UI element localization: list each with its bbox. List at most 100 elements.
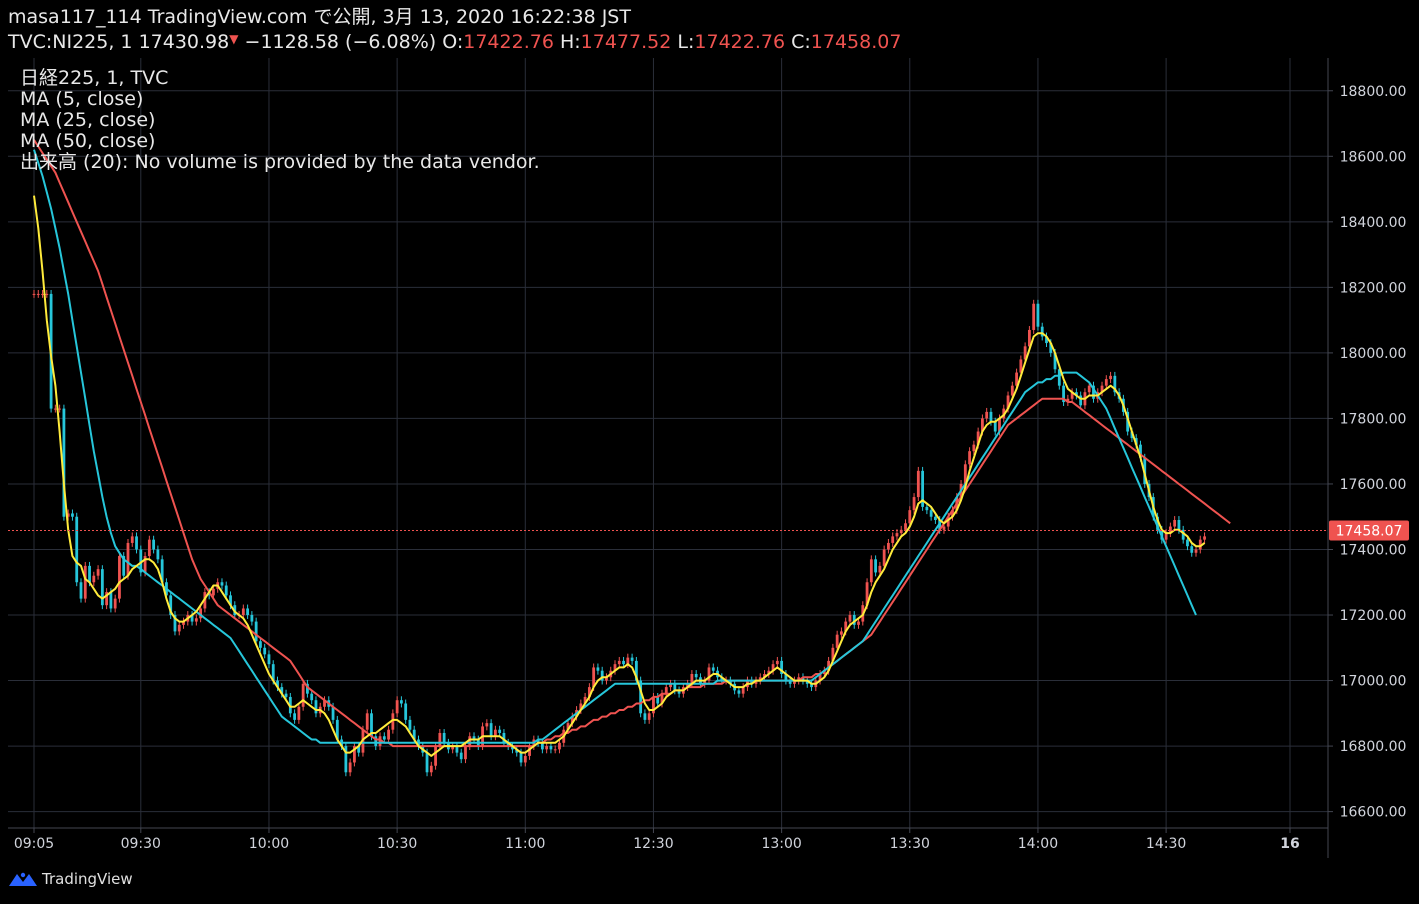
candle-body xyxy=(408,719,412,730)
time-axis[interactable]: 09:05 09:30 10:00 10:30 11:00 12:30 13:00 13:30… xyxy=(14,828,1300,852)
candle-body xyxy=(664,687,668,694)
candle-body xyxy=(280,687,284,694)
price-tick-label: 18000.00 xyxy=(1340,346,1407,362)
candle-body xyxy=(951,510,954,517)
candle-body xyxy=(434,746,437,766)
candle-body xyxy=(797,677,801,681)
candle-body xyxy=(246,608,250,616)
candle-body xyxy=(71,513,74,517)
candle-body xyxy=(788,680,792,684)
candle-body xyxy=(1156,516,1159,530)
candle-body xyxy=(173,615,177,632)
candle-body xyxy=(891,536,895,543)
candle-body xyxy=(472,736,476,740)
candle-body xyxy=(1062,385,1065,403)
candle-body xyxy=(523,755,527,763)
candle-body xyxy=(464,746,467,760)
price-tick-label: 18600.00 xyxy=(1340,149,1407,165)
price-tick-label: 16600.00 xyxy=(1340,805,1407,821)
legend-main-series[interactable]: 日経225, 1, TVC xyxy=(20,67,169,89)
candle-body xyxy=(122,556,126,576)
candle-body xyxy=(32,293,36,295)
candle-body xyxy=(895,533,899,537)
legend-ma5[interactable]: MA (5, close) xyxy=(20,88,144,110)
brand-name: TradingView xyxy=(42,870,133,888)
candle-body xyxy=(41,293,44,295)
price-axis[interactable]: 16600.00 16800.00 17000.00 17200.00 17400.00… xyxy=(1328,84,1406,821)
candle-body xyxy=(1168,526,1172,534)
open-label: O: xyxy=(442,31,464,53)
tradingview-branding[interactable]: TradingView xyxy=(8,870,133,888)
legend-ma50[interactable]: MA (50, close) xyxy=(20,130,156,152)
candle-body xyxy=(827,660,831,671)
candle-body xyxy=(301,683,305,707)
candle-body xyxy=(382,736,386,740)
candle-body xyxy=(1019,359,1023,373)
symbol-name[interactable]: TVC:NI225, 1 xyxy=(8,31,133,53)
candle-body xyxy=(921,470,924,507)
tradingview-logo-icon xyxy=(9,872,37,886)
candle-body xyxy=(88,565,91,583)
candle-body xyxy=(395,700,399,714)
symbol-ohlc-line: TVC:NI225, 1 17430.98▼ −1128.58 (−6.08%)… xyxy=(8,28,901,53)
candle-body xyxy=(220,582,224,586)
candle-body xyxy=(147,539,151,557)
legend-volume[interactable]: 出来高 (20): No volume is provided by the d… xyxy=(20,151,540,173)
candle-body xyxy=(519,752,523,763)
last-price-badge-label: 17458.07 xyxy=(1336,523,1403,539)
candle-body xyxy=(1130,431,1134,439)
candle-body xyxy=(118,556,121,599)
candle-body xyxy=(852,615,856,625)
candle-body xyxy=(1173,520,1177,527)
candle-body xyxy=(53,408,57,410)
candle-body xyxy=(1134,438,1138,445)
candle-body xyxy=(182,621,185,625)
candle-body xyxy=(647,713,651,720)
candle-body xyxy=(297,706,301,720)
candle-body xyxy=(592,667,596,688)
candle-body xyxy=(412,729,416,740)
candle-body xyxy=(105,592,109,606)
candle-body xyxy=(1053,352,1057,370)
candle-body xyxy=(143,556,147,573)
price-tick-label: 18800.00 xyxy=(1340,84,1407,100)
indicator-legend: 日経225, 1, TVC MA (5, close) MA (25, clos… xyxy=(20,68,540,173)
candle-body xyxy=(626,657,630,665)
candle-body xyxy=(972,444,976,452)
candle-body xyxy=(224,585,228,596)
candle-body xyxy=(1139,444,1142,458)
candle-body xyxy=(1032,303,1036,330)
candle-body xyxy=(874,559,878,573)
legend-ma25[interactable]: MA (25, close) xyxy=(20,109,156,131)
price-change: −1128.58 (−6.08%) xyxy=(244,31,437,53)
candle-body xyxy=(904,523,907,530)
publisher-line: masa117_114 TradingView.com で公開, 3月 13, … xyxy=(8,6,631,28)
candle-body xyxy=(639,680,643,714)
candle-body xyxy=(822,670,826,674)
candle-body xyxy=(259,641,262,648)
candle-body xyxy=(75,516,79,583)
candle-body xyxy=(553,749,557,751)
candle-body xyxy=(1079,395,1083,406)
candle-body xyxy=(968,451,971,465)
candle-body xyxy=(45,293,49,295)
price-tick-label: 17800.00 xyxy=(1340,411,1407,427)
chart-header: masa117_114 TradingView.com で公開, 3月 13, … xyxy=(8,6,901,53)
candle-body xyxy=(36,293,40,295)
candle-body xyxy=(694,674,698,678)
candle-body xyxy=(617,660,621,665)
candle-body xyxy=(976,431,980,445)
close-value: 17458.07 xyxy=(810,31,902,53)
candle-body xyxy=(194,618,198,622)
candle-body xyxy=(459,752,463,760)
candle-body xyxy=(869,559,873,583)
candle-body xyxy=(1036,303,1040,327)
candle-body xyxy=(1104,379,1108,386)
candle-body xyxy=(152,539,156,550)
price-tick-label: 17400.00 xyxy=(1340,542,1407,558)
last-price-badge xyxy=(1329,520,1409,541)
candle-body xyxy=(1164,533,1168,540)
candle-body xyxy=(613,664,617,671)
candle-body xyxy=(199,608,203,619)
